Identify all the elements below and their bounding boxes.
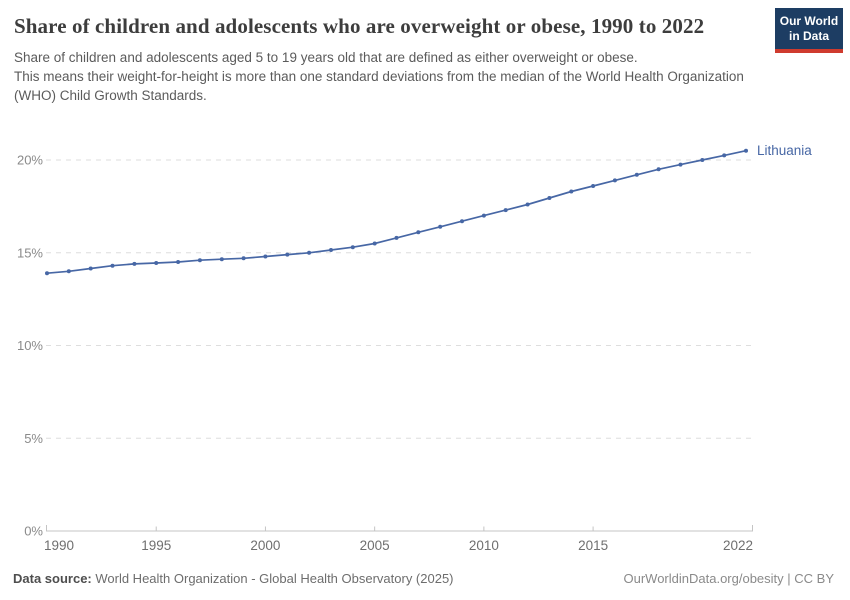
data-point-2011: [503, 208, 508, 213]
data-point-2020: [700, 158, 705, 162]
chart-header: Share of children and adolescents who ar…: [14, 12, 762, 105]
data-point-2001: [285, 252, 290, 257]
data-point-1997: [197, 258, 202, 263]
data-point-2018: [656, 167, 661, 172]
data-point-2019: [678, 162, 683, 167]
data-point-1993: [110, 263, 115, 268]
data-point-1991: [66, 269, 71, 274]
data-point-1996: [176, 260, 181, 264]
y-tick-label-15: 15%: [17, 245, 43, 260]
x-tick-label-1990: 1990: [44, 538, 74, 553]
data-point-2004: [350, 245, 355, 250]
data-point-2014: [569, 189, 574, 194]
owid-logo-line-1: Our World: [779, 14, 839, 28]
data-point-2010: [481, 213, 486, 218]
data-point-2013: [547, 196, 552, 200]
data-point-2002: [307, 250, 312, 255]
data-source-note: Data source: World Health Organization -…: [13, 571, 454, 586]
data-point-2021: [722, 153, 727, 158]
data-point-2016: [612, 178, 617, 183]
data-point-2000: [263, 254, 268, 259]
y-tick-label-20: 20%: [17, 153, 43, 168]
data-point-2007: [416, 230, 421, 235]
data-point-2022: [744, 148, 748, 153]
data-point-2015: [591, 184, 596, 188]
x-tick-label-2005: 2005: [360, 538, 390, 553]
owid-logo: Our World in Data: [775, 8, 843, 53]
data-point-2008: [438, 224, 443, 229]
data-point-2005: [372, 241, 377, 246]
data-point-2006: [394, 235, 399, 240]
data-point-2009: [460, 219, 464, 224]
data-point-1994: [132, 261, 137, 266]
x-tick-label-2015: 2015: [578, 538, 608, 553]
data-point-1992: [88, 266, 93, 271]
subtitle-line-2: This means their weight-for-height is mo…: [14, 69, 744, 103]
data-source-label: Data source:: [13, 571, 92, 586]
owid-logo-line-2: in Data: [788, 29, 829, 43]
y-tick-label-10: 10%: [17, 338, 43, 353]
data-point-2012: [525, 202, 530, 207]
x-tick-label-2022: 2022: [723, 538, 753, 553]
chart-subtitle: Share of children and adolescents aged 5…: [14, 48, 762, 105]
data-point-2003: [329, 248, 333, 252]
x-tick-label-2000: 2000: [250, 538, 280, 553]
license-note: OurWorldinData.org/obesity | CC BY: [623, 571, 835, 586]
y-tick-label-5: 5%: [24, 431, 43, 446]
x-tick-label-2010: 2010: [469, 538, 499, 553]
data-point-2017: [634, 172, 639, 177]
x-tick-label-1995: 1995: [141, 538, 171, 553]
data-source-text: World Health Organization - Global Healt…: [91, 571, 454, 586]
page-title: Share of children and adolescents who ar…: [14, 14, 705, 38]
chart-footer: Data source: World Health Organization -…: [13, 571, 834, 586]
subtitle-line-1: Share of children and adolescents aged 5…: [14, 50, 638, 65]
series-line-lithuania: [46, 149, 747, 275]
data-point-1990: [45, 271, 49, 276]
y-tick-label-0: 0%: [24, 524, 43, 539]
data-point-1998: [219, 257, 224, 262]
entity-label-lithuania: Lithuania: [757, 143, 812, 158]
data-point-1999: [241, 256, 246, 261]
data-point-1995: [154, 261, 159, 265]
